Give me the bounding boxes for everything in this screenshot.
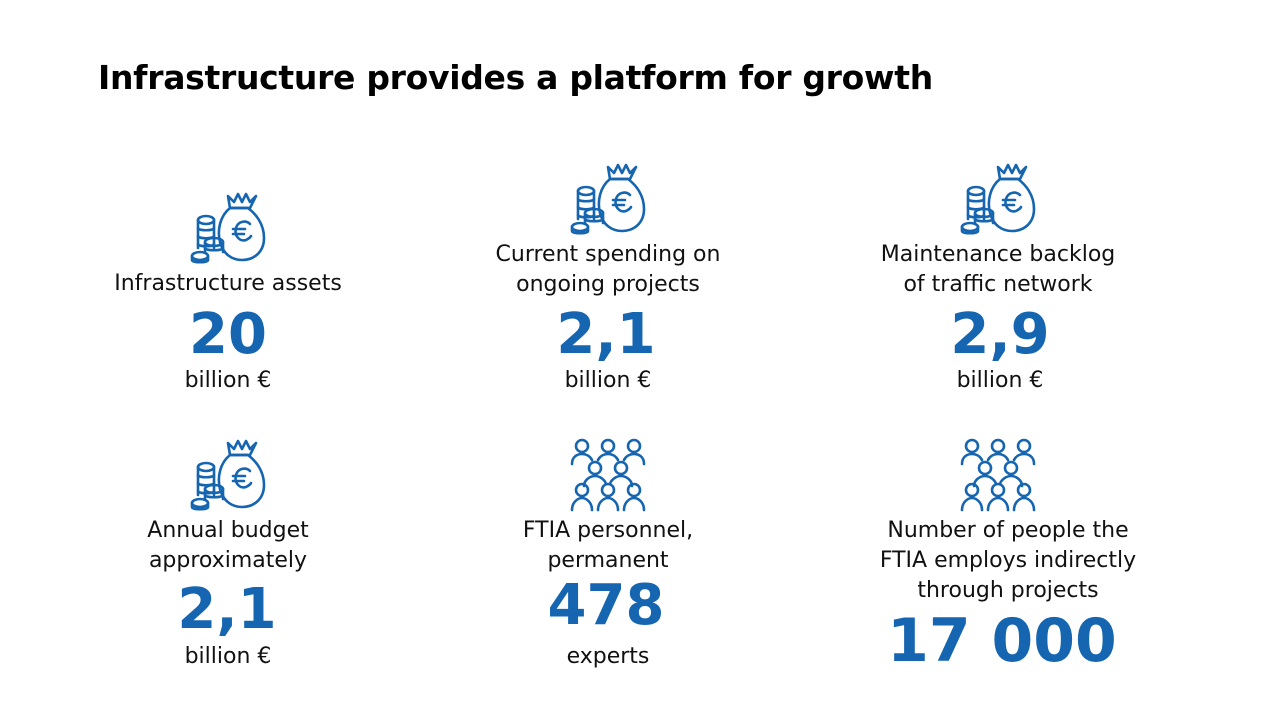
stat-value: 20	[189, 302, 267, 367]
stat-value: 17 000	[887, 606, 1117, 676]
money-bag-coins-icon	[960, 161, 1036, 237]
stat-label: FTIA personnel, permanent	[522, 518, 694, 573]
stat-label: Infrastructure assets	[114, 271, 342, 296]
stat-label: Maintenance backlog of traffic network	[880, 242, 1116, 297]
stat-unit: experts	[566, 644, 650, 669]
stat-unit: billion €	[184, 368, 272, 393]
stat-label: Annual budget approximately	[147, 518, 309, 573]
stat-value: 2,1	[556, 302, 656, 367]
group-of-people-icon	[570, 438, 646, 514]
money-bag-coins-icon	[190, 190, 266, 266]
group-of-people-icon	[960, 438, 1036, 514]
stat-value: 2,9	[950, 302, 1050, 367]
stat-unit: billion €	[956, 368, 1044, 393]
money-bag-coins-icon	[190, 437, 266, 513]
money-bag-coins-icon	[570, 161, 646, 237]
stat-unit: billion €	[564, 368, 652, 393]
stat-value: 2,1	[177, 577, 277, 642]
stat-label: Current spending on ongoing projects	[495, 242, 721, 297]
stat-value: 478	[547, 573, 665, 638]
slide-title: Infrastructure provides a platform for g…	[98, 58, 933, 97]
stat-unit: billion €	[184, 644, 272, 669]
stat-label: Number of people the FTIA employs indire…	[879, 518, 1137, 603]
